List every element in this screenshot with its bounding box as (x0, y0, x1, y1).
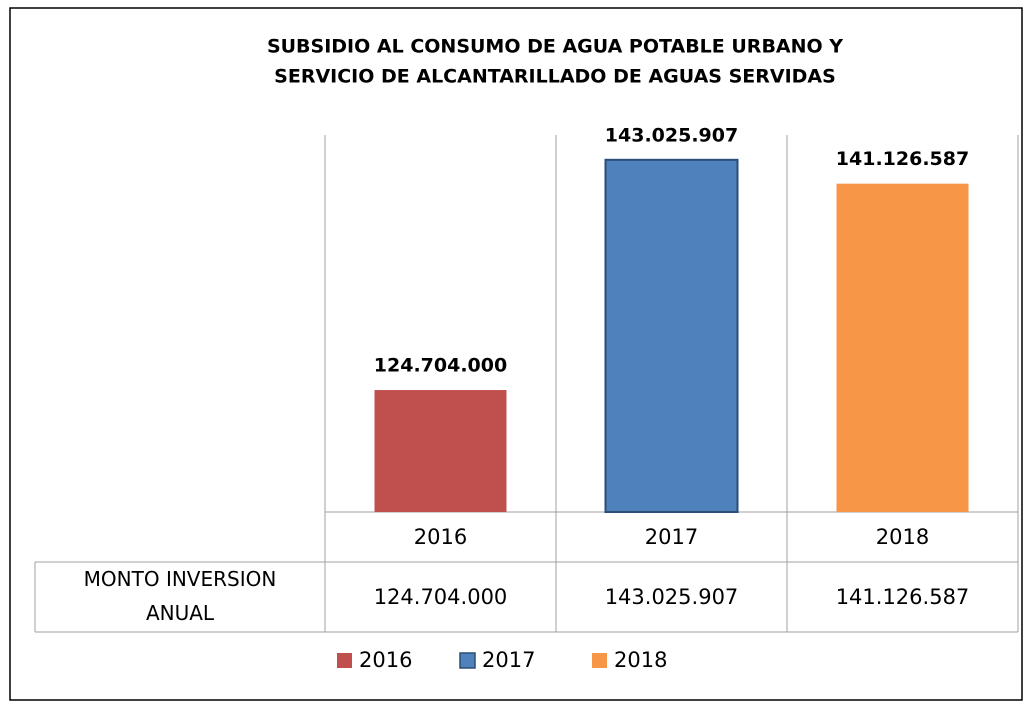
x-tick-label: 2016 (414, 525, 467, 549)
bar (836, 183, 969, 512)
bar (604, 158, 739, 513)
legend-swatch (337, 653, 352, 668)
legend-label: 2016 (359, 648, 412, 672)
chart-title: SUBSIDIO AL CONSUMO DE AGUA POTABLE URBA… (267, 36, 843, 58)
legend-swatch (459, 652, 476, 669)
legend-label: 2017 (482, 648, 535, 672)
bar (374, 390, 507, 512)
data-label: 124.704.000 (374, 355, 507, 377)
legend-label: 2018 (614, 648, 667, 672)
data-label: 141.126.587 (836, 148, 969, 170)
table-cell: 143.025.907 (605, 585, 739, 609)
row-label: MONTO INVERSION ANUAL (84, 567, 277, 625)
legend-swatch (592, 653, 607, 668)
x-tick-label: 2017 (645, 525, 698, 549)
table-cell: 141.126.587 (836, 585, 970, 609)
chart-title: SERVICIO DE ALCANTARILLADO DE AGUAS SERV… (274, 66, 836, 88)
table-cell: 124.704.000 (374, 585, 508, 609)
x-tick-label: 2018 (876, 525, 929, 549)
data-label: 143.025.907 (605, 124, 738, 146)
